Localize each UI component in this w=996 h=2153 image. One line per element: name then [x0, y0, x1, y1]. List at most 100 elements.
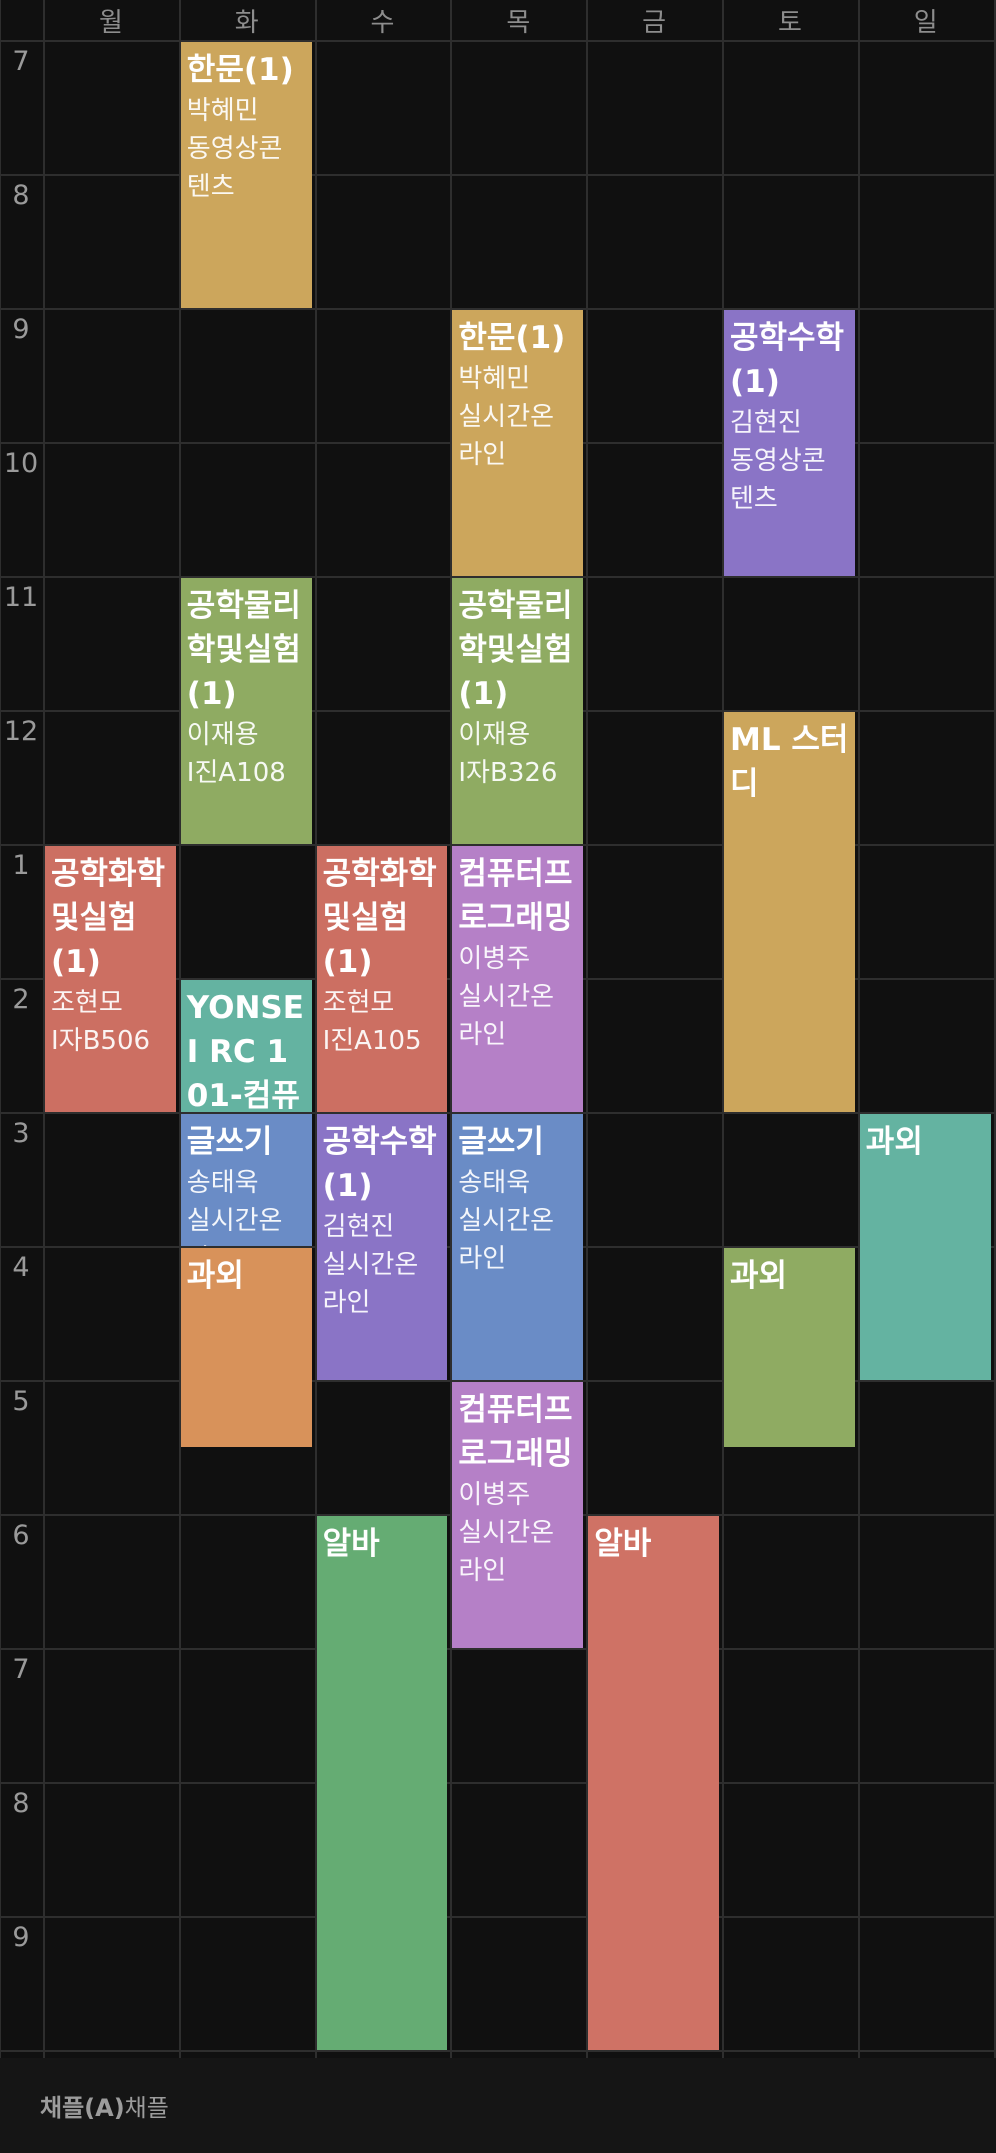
hour-label: 8: [12, 1788, 30, 1819]
grid-vline: [722, 0, 724, 2058]
footer-owner-rest: 채플: [124, 2094, 169, 2122]
grid-vline: [43, 0, 45, 2058]
hour-label: 3: [12, 1118, 30, 1149]
day-header: 화: [234, 7, 259, 38]
course-block[interactable]: 공학화학및실험(1) 조현모 I진A105: [316, 846, 448, 1112]
course-title: 글쓰기: [186, 1124, 273, 1160]
course-block[interactable]: YONSEI RC 101-컴퓨터: [180, 980, 312, 1112]
grid-hline: [0, 308, 996, 310]
course-title: 공학수학(1): [730, 320, 845, 400]
course-block[interactable]: 컴퓨터프로그래밍 이병주 실시간온라인: [452, 846, 584, 1112]
course-title: 컴퓨터프로그래밍: [458, 1392, 573, 1472]
day-header: 월: [98, 7, 123, 38]
grid-hline: [0, 576, 996, 578]
course-title: 한문(1): [186, 52, 294, 88]
course-location: 실시간온라인: [458, 1518, 555, 1586]
course-professor: 이재용: [458, 720, 531, 750]
grid-hline: [0, 2050, 996, 2052]
course-location: 실시간온라: [186, 1206, 283, 1246]
timetable-footer: 채플(A) 채플: [0, 2058, 996, 2153]
course-block[interactable]: 공학물리학및실험(1) 이재용 I진A108: [180, 578, 312, 844]
course-title: 과외: [730, 1258, 788, 1294]
grid-vline: [0, 0, 1, 2058]
grid-hline: [0, 40, 996, 42]
course-title: 글쓰기: [458, 1124, 544, 1160]
course-block[interactable]: 알바: [316, 1516, 448, 2050]
hour-label: 10: [3, 448, 39, 479]
course-professor: 김현진: [730, 408, 802, 438]
hour-label: 7: [12, 46, 30, 77]
course-title: 알바: [594, 1526, 652, 1562]
course-block[interactable]: 공학화학및실험(1) 조현모 I자B506: [45, 846, 176, 1112]
grid-hline: [0, 174, 996, 176]
course-block[interactable]: 과외: [724, 1248, 855, 1447]
grid-vline: [586, 0, 589, 2058]
course-professor: 이병주: [458, 944, 531, 974]
grid-vline: [178, 0, 181, 2058]
day-header: 수: [370, 7, 395, 38]
course-professor: 박혜민: [458, 364, 531, 394]
grid-hline: [0, 1380, 996, 1382]
grid-vline: [314, 0, 317, 2058]
course-block[interactable]: 알바: [588, 1516, 719, 2050]
day-header: 토: [777, 7, 802, 38]
hour-label: 1: [12, 850, 30, 881]
course-title: 과외: [865, 1124, 923, 1160]
course-professor: 이병주: [458, 1480, 531, 1510]
grid-hline: [0, 1112, 996, 1114]
hour-label: 12: [3, 716, 39, 747]
timetable-grid: 월 화 수 목 금 토 일 7 8 9 10 11 12 1 2 3 4 5 6 7 8 9 한문(1) 박혜민 동영상콘텐츠 한…: [0, 0, 996, 2058]
course-location: 실시간온라인: [458, 1206, 555, 1274]
course-location: 동영상콘텐츠: [730, 446, 826, 514]
course-title: 공학물리학및실험(1): [186, 588, 301, 712]
hour-label: 7: [12, 1654, 30, 1685]
course-title: YONSEI RC 101-컴퓨터: [186, 990, 304, 1112]
course-professor: 송태욱: [458, 1168, 531, 1198]
course-title: 컴퓨터프로그래밍: [458, 856, 573, 936]
course-location: 실시간온라인: [322, 1250, 419, 1318]
course-title: 공학수학(1): [322, 1124, 437, 1204]
course-location: 동영상콘텐츠: [186, 134, 283, 202]
course-professor: 조현모: [51, 988, 123, 1018]
course-title: 한문(1): [458, 320, 566, 356]
course-location: 실시간온라인: [458, 402, 555, 470]
day-header: 목: [506, 7, 531, 38]
hour-label: 4: [12, 1252, 30, 1283]
course-professor: 송태욱: [186, 1168, 259, 1198]
course-professor: 박혜민: [186, 96, 259, 126]
course-professor: 조현모: [322, 988, 395, 1018]
course-location: I자B326: [458, 758, 558, 788]
course-title: 공학화학및실험(1): [322, 856, 437, 980]
course-location: I자B506: [51, 1026, 151, 1056]
course-block[interactable]: ML 스터디: [724, 712, 855, 1112]
course-title: 과외: [186, 1258, 244, 1294]
course-block[interactable]: 과외: [180, 1248, 312, 1447]
course-professor: 김현진: [322, 1212, 395, 1242]
footer-owner-label: 채플(A) 채플: [40, 2058, 169, 2153]
course-title: ML 스터디: [730, 722, 849, 802]
footer-owner-bold: 채플(A): [40, 2094, 125, 2122]
course-location: I진A105: [322, 1026, 422, 1056]
hour-label: 9: [12, 1922, 30, 1953]
course-title: 공학화학및실험(1): [51, 856, 166, 980]
grid-hline: [0, 1916, 996, 1918]
day-header: 금: [642, 7, 667, 38]
day-header: 일: [913, 7, 938, 38]
hour-label: 9: [12, 314, 30, 345]
grid-vline: [857, 0, 860, 2058]
course-block[interactable]: 과외: [859, 1114, 991, 1380]
course-block[interactable]: 공학물리학및실험(1) 이재용 I자B326: [452, 578, 584, 844]
course-location: I진A108: [186, 758, 286, 788]
course-title: 공학물리학및실험(1): [458, 588, 573, 712]
grid-hline: [0, 844, 996, 846]
course-professor: 이재용: [186, 720, 259, 750]
hour-label: 2: [12, 984, 30, 1015]
hour-label: 11: [3, 582, 39, 613]
